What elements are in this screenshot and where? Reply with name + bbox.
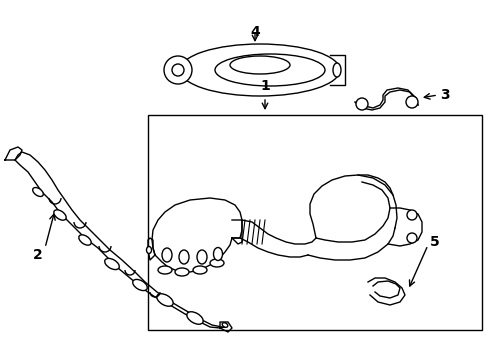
Ellipse shape xyxy=(229,56,289,74)
Ellipse shape xyxy=(193,266,206,274)
Ellipse shape xyxy=(215,54,325,86)
Ellipse shape xyxy=(162,248,172,262)
Ellipse shape xyxy=(222,323,227,327)
Ellipse shape xyxy=(54,210,66,220)
Ellipse shape xyxy=(158,266,172,274)
Ellipse shape xyxy=(179,250,189,264)
Ellipse shape xyxy=(180,44,339,96)
Text: 2: 2 xyxy=(33,248,43,262)
Ellipse shape xyxy=(186,312,203,324)
Circle shape xyxy=(405,96,417,108)
Circle shape xyxy=(406,233,416,243)
Circle shape xyxy=(163,56,192,84)
Text: 3: 3 xyxy=(439,88,448,102)
Ellipse shape xyxy=(197,250,206,264)
Ellipse shape xyxy=(132,279,147,291)
Ellipse shape xyxy=(79,235,91,245)
Circle shape xyxy=(406,210,416,220)
Bar xyxy=(148,115,481,330)
Circle shape xyxy=(172,64,183,76)
Ellipse shape xyxy=(146,247,151,253)
Text: 4: 4 xyxy=(250,25,259,39)
Ellipse shape xyxy=(209,259,224,267)
Ellipse shape xyxy=(104,258,119,270)
Ellipse shape xyxy=(33,188,43,197)
Text: 5: 5 xyxy=(429,235,439,249)
Text: 1: 1 xyxy=(260,79,269,93)
Ellipse shape xyxy=(157,294,173,306)
Ellipse shape xyxy=(213,248,222,261)
Circle shape xyxy=(355,98,367,110)
Ellipse shape xyxy=(332,63,340,77)
Ellipse shape xyxy=(175,268,189,276)
